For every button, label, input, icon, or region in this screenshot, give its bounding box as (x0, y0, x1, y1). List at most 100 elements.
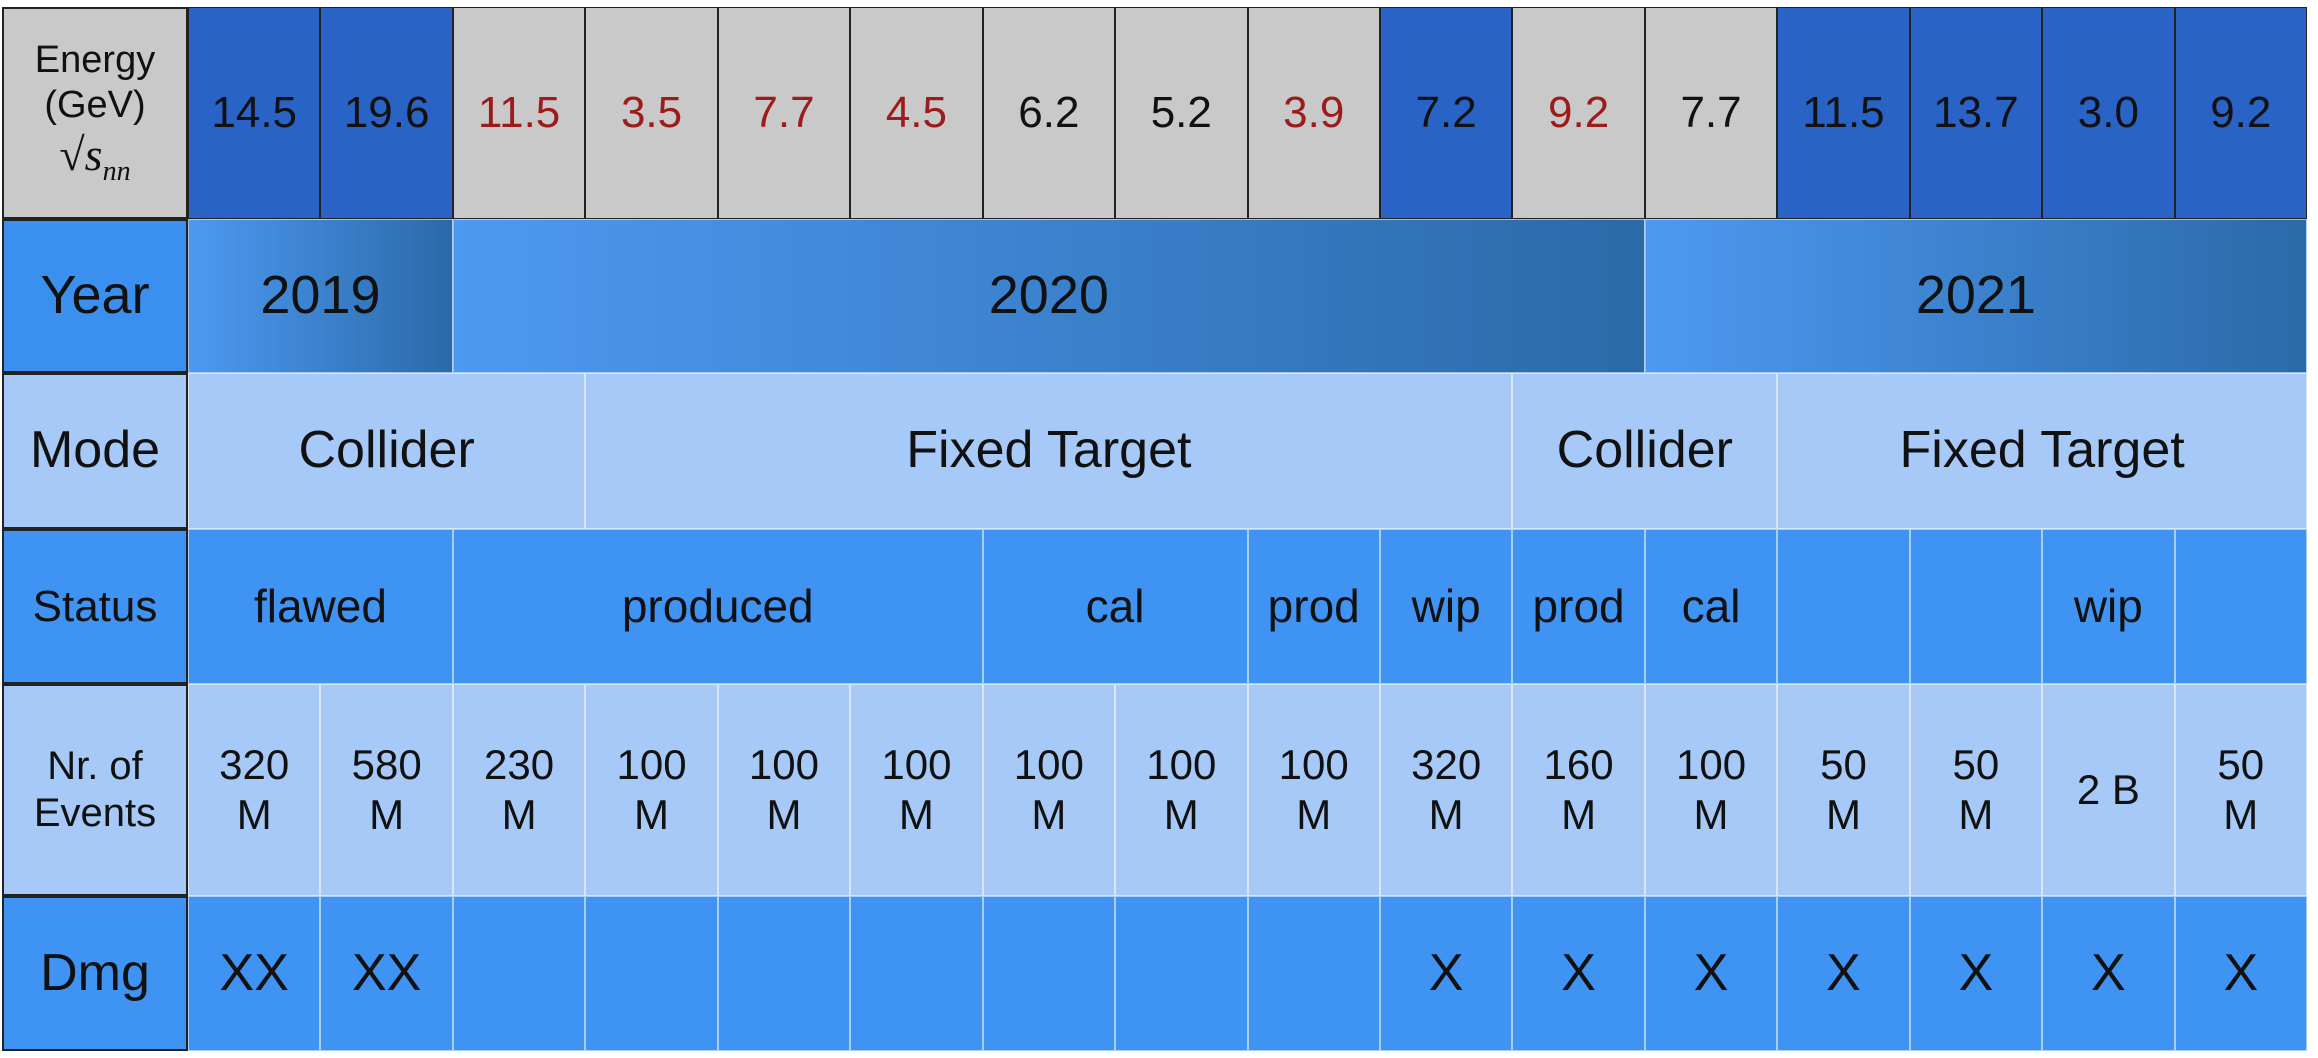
table-cell: 3.9 (1247, 7, 1380, 219)
table-cell: 11.5 (1777, 7, 1910, 219)
table-cell: X (1777, 896, 1910, 1051)
table-cell (717, 896, 851, 1051)
table-cell: 100 M (850, 684, 983, 896)
cell-text: 320 (219, 741, 290, 789)
table-cell: produced (452, 529, 983, 684)
table-cell: 2020 (452, 219, 1645, 373)
cell-text: Collider (1556, 421, 1733, 480)
label-line: Events (33, 791, 157, 835)
cell-text: X (1958, 943, 1994, 1002)
cell-text: M (236, 791, 272, 838)
cell-text: 320 (1411, 741, 1482, 789)
table-cell: 320 M (1379, 684, 1513, 896)
table-cell (850, 896, 983, 1051)
table-cell: prod (1247, 529, 1380, 684)
cell-text: M (1693, 791, 1729, 838)
table-cell: 6.2 (982, 7, 1116, 219)
table-cell: 320 M (188, 684, 321, 896)
cell-text: M (1825, 791, 1861, 838)
cell-text: M (1428, 791, 1464, 838)
cell-text: 9.2 (2210, 88, 2272, 138)
row-label: Nr. of Events (2, 684, 188, 896)
cell-text: M (1163, 791, 1199, 838)
cell-text: flawed (253, 580, 387, 633)
table-cell: X (1512, 896, 1645, 1051)
cell-text: X (2223, 943, 2259, 1002)
cell-text: 14.5 (211, 88, 298, 138)
table-cell: Fixed Target (1777, 373, 2307, 529)
table-cell: 100 M (717, 684, 851, 896)
cell-text: 100 (748, 741, 819, 789)
cell-text: X (1561, 943, 1596, 1002)
table-cell: 11.5 (452, 7, 586, 219)
cell-text: M (2223, 791, 2259, 838)
table-cell: 13.7 (1909, 7, 2043, 219)
cell-text: Fixed Target (1899, 421, 2185, 480)
cell-text: M (766, 791, 802, 838)
table-cell (2174, 529, 2307, 684)
cell-text: 7.7 (753, 88, 815, 138)
table-cell: cal (982, 529, 1248, 684)
cell-text: 19.6 (343, 88, 430, 138)
table-cell: 14.5 (188, 7, 321, 219)
cell-text: X (2091, 943, 2126, 1002)
table-cell (1777, 529, 1910, 684)
cell-text: Fixed Target (906, 421, 1192, 480)
cell-text: 100 (616, 741, 687, 789)
cell-text: M (1958, 791, 1994, 838)
table-cell: 160 M (1512, 684, 1645, 896)
table-cell: 5.2 (1115, 7, 1248, 219)
table-cell: 3.0 (2042, 7, 2175, 219)
table-cell: 3.5 (585, 7, 718, 219)
cell-text: 100 (881, 741, 952, 789)
cell-text: 230 (484, 741, 555, 789)
table-cell: 9.2 (1512, 7, 1645, 219)
table-cell: 100 M (1644, 684, 1778, 896)
table-cell (982, 896, 1116, 1051)
cell-text: produced (621, 580, 814, 633)
cell-text: M (1296, 791, 1332, 838)
radical: √ (59, 128, 85, 180)
cell-text: 7.2 (1415, 88, 1477, 138)
table-cell: 50 M (1777, 684, 1910, 896)
cell-text: 13.7 (1933, 88, 2019, 138)
table-cell: X (2042, 896, 2175, 1051)
cell-text: X (1826, 943, 1861, 1002)
cell-text: 11.5 (1802, 88, 1885, 138)
cell-text: X (1428, 943, 1464, 1002)
cell-text: 9.2 (1548, 88, 1610, 138)
cell-text: 3.9 (1283, 88, 1345, 138)
cell-text: 11.5 (477, 88, 561, 138)
cell-text: 50 (1952, 741, 2000, 789)
table-cell: flawed (188, 529, 453, 684)
table-cell: XX (320, 896, 453, 1051)
cell-text: prod (1267, 580, 1360, 633)
row-label: Dmg (2, 896, 188, 1051)
table-cell: 100 M (1115, 684, 1248, 896)
cell-text: 2021 (1915, 265, 2036, 326)
cell-text: 160 (1543, 741, 1614, 789)
cell-text: Collider (298, 421, 475, 480)
table-cell: prod (1512, 529, 1645, 684)
table-cell: 2021 (1644, 219, 2307, 373)
table-cell (452, 896, 586, 1051)
cell-text: M (369, 791, 405, 838)
table-cell: 7.7 (717, 7, 851, 219)
table-cell: 50 M (1909, 684, 2043, 896)
cell-text: XX (219, 943, 289, 1002)
cell-text: M (634, 791, 670, 838)
cell-text: M (1031, 791, 1067, 838)
cell-text: 2 B (2076, 766, 2140, 814)
table-cell: Collider (1512, 373, 1778, 529)
cell-text: 4.5 (885, 88, 947, 138)
table-cell: X (1644, 896, 1778, 1051)
table-cell: 2019 (188, 219, 453, 373)
table-cell (1909, 529, 2043, 684)
label-line: Energy (34, 39, 156, 82)
table-cell: 100 M (585, 684, 718, 896)
table-cell (585, 896, 718, 1051)
formula-sub: nn (102, 155, 131, 187)
table-cell (1247, 896, 1380, 1051)
row-label: Year (2, 219, 188, 373)
table-cell: wip (1379, 529, 1513, 684)
